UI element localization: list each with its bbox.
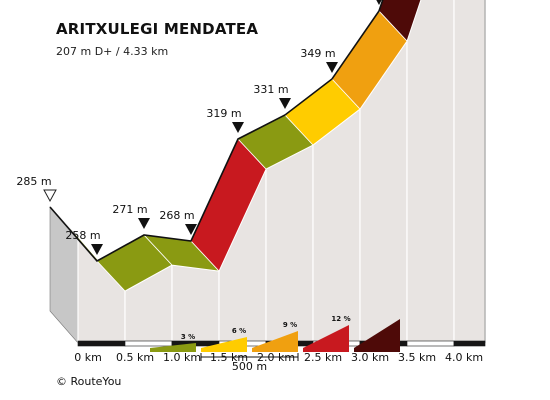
- elevation-label: 258 m: [65, 229, 100, 242]
- elevation-label: 285 m: [16, 175, 51, 188]
- copyright-footer: © RouteYou: [56, 375, 121, 388]
- elevation-label: 319 m: [206, 107, 241, 120]
- distance-tick-label: 2.5 km: [304, 351, 342, 364]
- legend-swatch: [252, 331, 298, 352]
- distance-tick-label: 1.0 km: [163, 351, 201, 364]
- elevation-label: 268 m: [159, 209, 194, 222]
- profile-wall-segment: [406, 0, 455, 344]
- legend-label: 6 %: [232, 327, 246, 335]
- distance-tick-label: 0 km: [74, 351, 102, 364]
- elevation-marker-icon: [376, 0, 382, 5]
- profile-wall-segment: [265, 144, 314, 344]
- distance-scale-bar: [77, 340, 126, 347]
- gradient-segment: [378, 0, 422, 42]
- chart-title: ARITXULEGI MENDATEA: [56, 20, 259, 38]
- profile-start-face: [49, 206, 79, 344]
- elevation-label: 271 m: [112, 203, 147, 216]
- elevation-marker-icon: [279, 98, 291, 109]
- profile-ridge-line: [49, 0, 384, 263]
- elevation-marker-icon: [138, 218, 150, 229]
- legend-swatch: [303, 325, 349, 352]
- legend-label: 3 %: [181, 333, 195, 341]
- elevation-marker-icon: [232, 122, 244, 133]
- copyright-icon: ©: [56, 375, 67, 388]
- profile-wall-segment: [312, 107, 361, 344]
- legend-swatch: [150, 343, 196, 352]
- elevation-marker-icon: [91, 244, 103, 255]
- distance-tick-label: 0.5 km: [116, 351, 154, 364]
- legend-swatch: [201, 337, 247, 352]
- profile-wall-segment: [171, 264, 220, 344]
- distance-tick-label: 3.0 km: [351, 351, 389, 364]
- chart-subtitle: 207 m D+ / 4.33 km: [56, 45, 169, 58]
- legend-swatch: [354, 319, 400, 352]
- elevation-marker-icon: [326, 62, 338, 73]
- elevation-marker-icon: [185, 224, 197, 235]
- distance-scale-bar: [406, 340, 455, 347]
- legend-scale-label: 500 m: [232, 360, 267, 373]
- distance-tick-label: 3.5 km: [398, 351, 436, 364]
- distance-scale-bar: [124, 340, 173, 347]
- distance-scale-bar: [453, 340, 486, 347]
- distance-tick-label: 4.0 km: [445, 351, 483, 364]
- elevation-label: 349 m: [300, 47, 335, 60]
- start-marker-icon: [43, 189, 57, 203]
- routeyou-brand[interactable]: RouteYou: [70, 375, 122, 388]
- elevation-label: 331 m: [253, 83, 288, 96]
- profile-wall-segment: [453, 0, 486, 344]
- legend-label: 9 %: [283, 321, 297, 329]
- legend-label: 12 %: [331, 315, 350, 323]
